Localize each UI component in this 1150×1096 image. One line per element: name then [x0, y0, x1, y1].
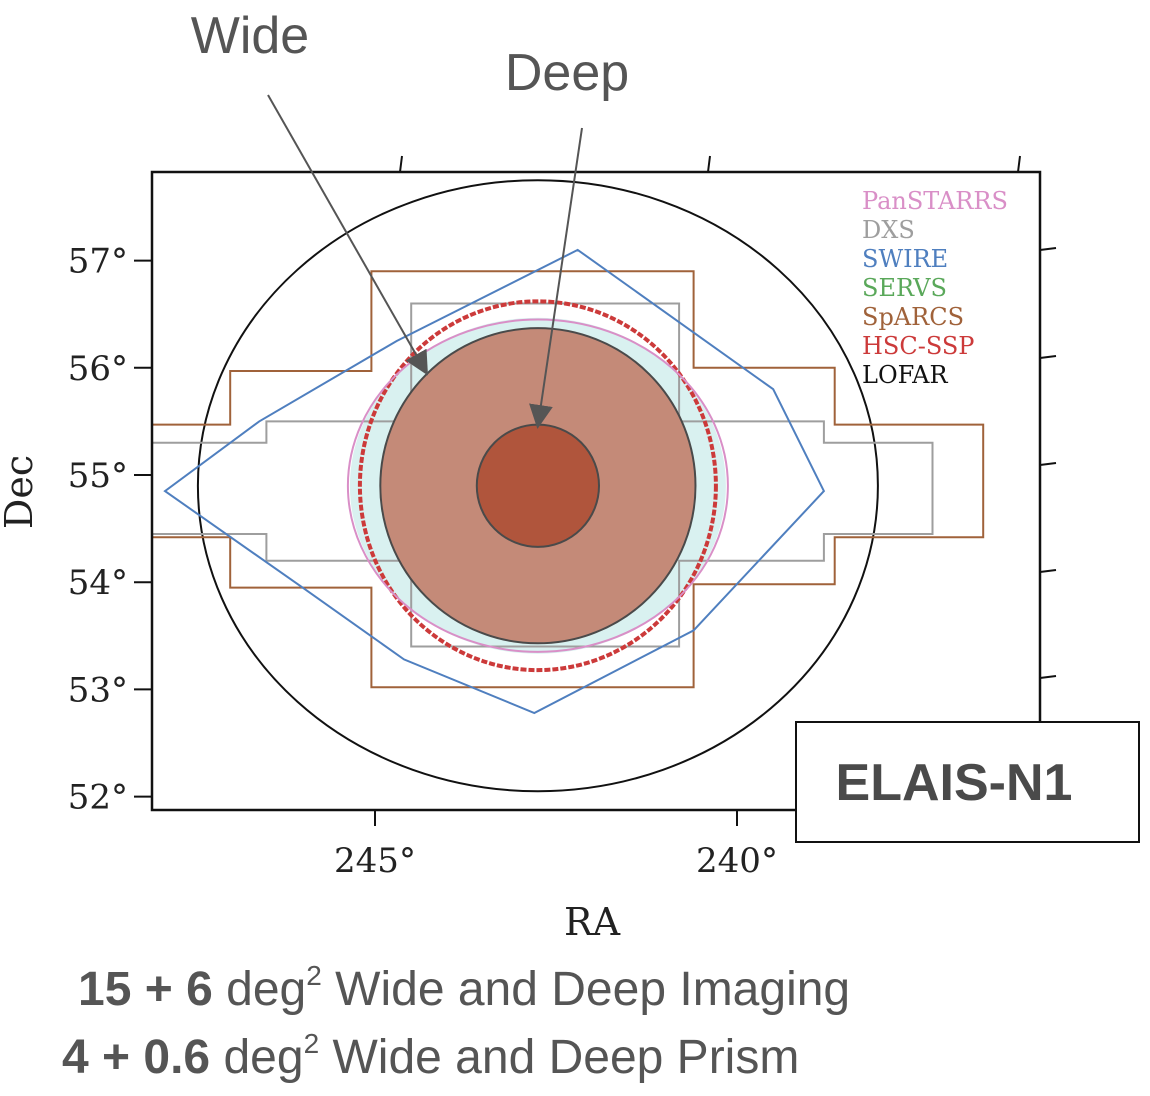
- deep-callout-arrow: [529, 127, 583, 429]
- caption-imaging: 15 + 6 deg2 Wide and Deep Imaging: [78, 962, 1150, 1017]
- y-tick-label: 53°: [68, 670, 128, 710]
- y-tick-label: 57°: [68, 242, 128, 282]
- legend-entry-sparcs: SpARCS: [862, 303, 964, 331]
- legend-entry-panstarrs: PanSTARRS: [862, 187, 1008, 215]
- region-deep: [475, 423, 601, 548]
- right-tick: [1039, 675, 1057, 679]
- legend-entry-lofar: LOFAR: [862, 361, 949, 389]
- wide-callout-label: Wide: [191, 7, 309, 65]
- right-tick: [1039, 247, 1057, 251]
- x-tick-label: 240°: [696, 841, 778, 881]
- plot-area: [152, 179, 985, 793]
- deep-callout-label: Deep: [505, 44, 629, 102]
- y-tick-label: 56°: [68, 349, 128, 389]
- top-tick: [399, 155, 403, 173]
- field-name-box: [795, 721, 1140, 843]
- x-axis-title: RA: [564, 900, 621, 944]
- y-tick-label: 55°: [68, 456, 128, 496]
- caption-prism: 4 + 0.6 deg2 Wide and Deep Prism: [62, 1030, 1150, 1085]
- y-axis-title: Dec: [0, 455, 41, 529]
- panstarrs-footprint: [346, 318, 729, 653]
- sparcs-footprint: [152, 270, 985, 689]
- y-tick-label: 52°: [68, 778, 128, 818]
- caption-prism-text: Wide and Deep Prism: [319, 1031, 800, 1084]
- legend-entry-servs: SERVS: [862, 274, 947, 302]
- caption-imaging-text: Wide and Deep Imaging: [321, 963, 851, 1016]
- dxs-footprint: [152, 302, 934, 648]
- legend-entry-hsc-ssp: HSC-SSP: [862, 332, 974, 360]
- caption-prism-unit: deg: [223, 1031, 304, 1084]
- caption-imaging-sup: 2: [306, 960, 322, 991]
- top-tick: [1017, 155, 1021, 173]
- lofar-footprint: [196, 179, 879, 793]
- caption-prism-amount: 4 + 0.6: [62, 1031, 211, 1084]
- caption-imaging-amount: 15 + 6: [78, 963, 213, 1016]
- caption-imaging-unit: deg: [226, 963, 307, 1016]
- hsc-ssp-footprint: [357, 299, 718, 673]
- right-tick: [1039, 569, 1057, 573]
- wide-callout-arrow: [267, 94, 428, 376]
- top-tick: [707, 155, 711, 173]
- right-tick: [1039, 355, 1057, 359]
- caption-prism-sup: 2: [303, 1028, 320, 1059]
- plot-frame: [150, 170, 1042, 812]
- swire-footprint: [163, 248, 826, 715]
- legend-entry-dxs: DXS: [862, 216, 915, 244]
- x-tick-label: 245°: [334, 841, 416, 881]
- y-tick-label: 54°: [68, 563, 128, 603]
- right-tick: [1039, 462, 1057, 466]
- legend-entry-swire: SWIRE: [862, 245, 948, 273]
- field-name-label: ELAIS-N1: [836, 754, 1073, 812]
- sky-coverage-chart: 57° 56° 55° 54° 53° 52° 245° 240° RA Dec PanSTARRS…: [0, 7, 1140, 944]
